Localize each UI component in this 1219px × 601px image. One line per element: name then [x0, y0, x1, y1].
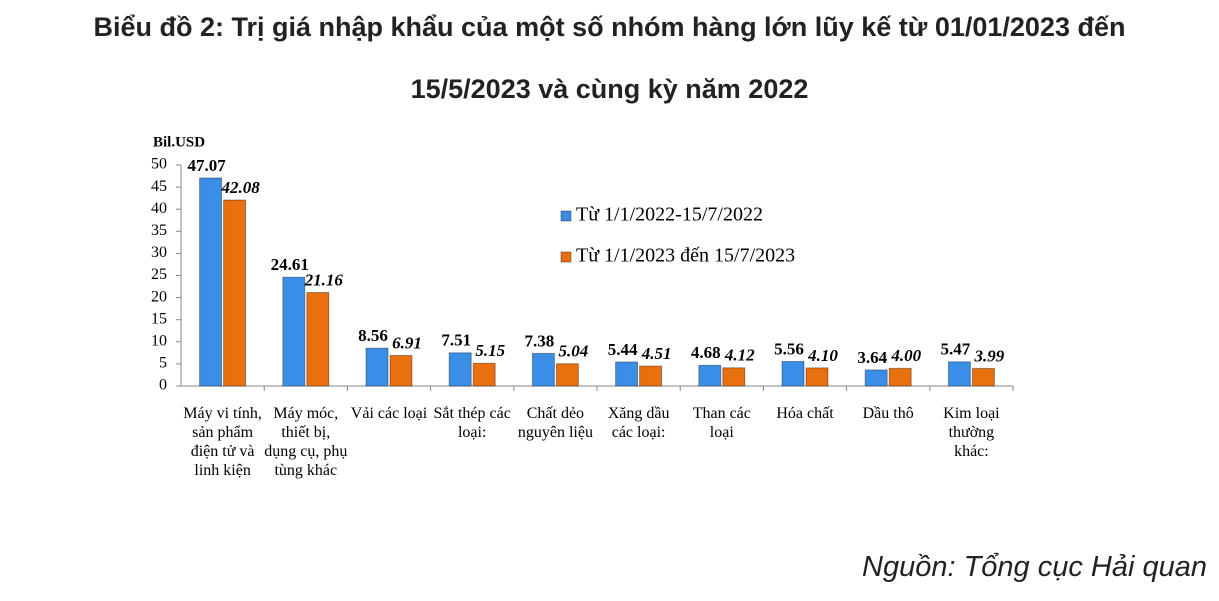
legend-label: Từ 1/1/2022-15/7/2022: [576, 204, 763, 226]
y-tick-label: 35: [151, 222, 167, 239]
data-label: 4.00: [890, 346, 921, 365]
data-label: 8.56: [358, 326, 388, 345]
x-tick-label: Than các loại: [692, 405, 751, 441]
y-tick-label: 30: [151, 244, 167, 261]
x-tick-label: Máy móc, thiết bị, dụng cụ, phụ tùng khá…: [264, 405, 348, 479]
bar: [722, 367, 746, 387]
data-label: 21.16: [304, 270, 344, 289]
y-tick-label: 45: [151, 178, 167, 195]
legend-marker: [560, 210, 572, 222]
y-tick-label: 20: [151, 288, 167, 305]
bar: [615, 361, 639, 387]
bar: [365, 347, 389, 387]
data-label: 5.44: [608, 340, 638, 359]
data-label: 42.08: [220, 178, 260, 197]
data-label: 6.91: [392, 333, 422, 352]
title: Biểu đồ 2: Trị giá nhập khẩu của một số …: [93, 12, 1126, 42]
data-label: 4.12: [724, 346, 755, 365]
bar: [947, 361, 971, 387]
y-tick-label: 0: [159, 377, 167, 394]
bar: [282, 276, 306, 387]
bar: [389, 354, 413, 387]
x-tick-label: Kim loại thường khác:: [943, 405, 1000, 460]
bar: [805, 367, 829, 387]
data-label: 47.07: [187, 156, 226, 175]
data-label: 5.47: [941, 340, 971, 359]
data-label: 7.51: [441, 331, 471, 350]
legend-marker: [560, 251, 572, 263]
x-tick-label: Xăng dầu các loại:: [607, 405, 670, 441]
bar: [888, 367, 912, 387]
x-tick-label: Hóa chất: [776, 405, 834, 422]
data-label: 3.64: [857, 348, 887, 367]
data-label: 3.99: [974, 346, 1005, 365]
data-label: 5.56: [774, 339, 804, 358]
y-tick-label: 5: [159, 355, 167, 372]
bar: [864, 369, 888, 387]
x-tick-label: Máy vi tính, sản phẩm điện tử và linh ki…: [183, 405, 262, 479]
bar: [306, 291, 330, 387]
bar: [223, 199, 247, 387]
data-label: 5.04: [559, 342, 589, 361]
source: Nguồn: Tổng cục Hải quan: [862, 551, 1207, 583]
bar: [781, 360, 805, 387]
y-tick-label: 25: [151, 266, 167, 283]
y-tick-label: 10: [151, 332, 167, 349]
data-label: 4.51: [641, 344, 672, 363]
data-label: 7.38: [525, 331, 555, 350]
bar: [199, 177, 223, 387]
y-tick-label: 40: [151, 200, 167, 217]
data-label: 4.68: [691, 343, 721, 362]
bar: [448, 352, 472, 387]
data-label: 5.15: [475, 341, 505, 360]
y-axis-label: Bil.USD: [153, 134, 205, 150]
bar: [639, 365, 663, 387]
x-tick-label: Chất dẻo nguyên liệu: [517, 405, 593, 441]
x-tick-label: Vải các loại: [350, 405, 428, 422]
y-tick-label: 15: [151, 310, 167, 327]
bar: [698, 364, 722, 387]
data-label: 4.10: [807, 346, 838, 365]
x-tick-label: Dầu thô: [862, 405, 914, 422]
bar: [472, 362, 496, 387]
legend-label: Từ 1/1/2023 đến 15/7/2023: [576, 245, 795, 267]
bar: [971, 367, 995, 387]
x-tick-label: Sắt thép các loại:: [433, 405, 511, 441]
bar: [531, 352, 555, 387]
y-tick-label: 50: [151, 156, 167, 173]
data-label: 24.61: [271, 255, 309, 274]
title: 15/5/2023 và cùng kỳ năm 2022: [410, 74, 809, 104]
bar: [555, 363, 579, 387]
